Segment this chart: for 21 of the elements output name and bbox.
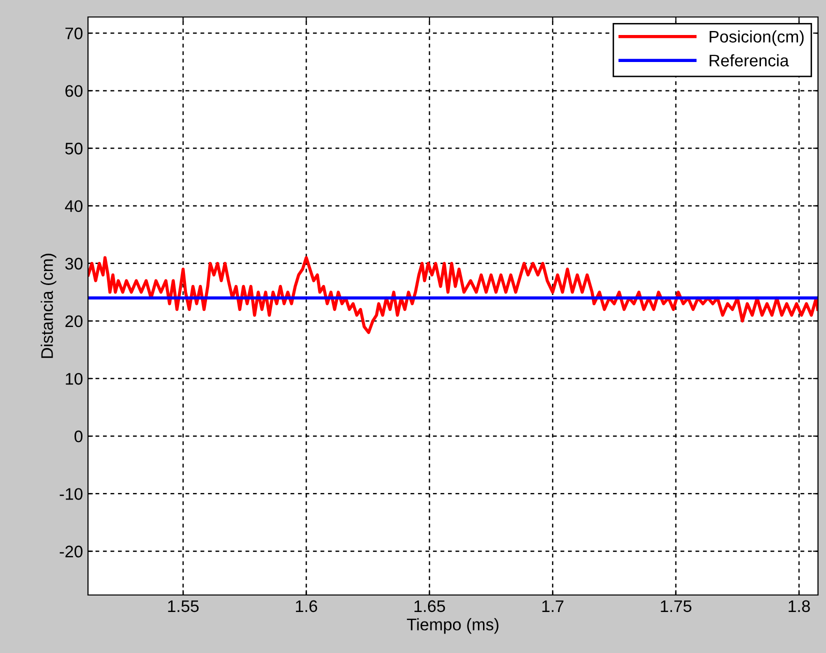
x-tick-label: 1.55 <box>168 600 199 612</box>
y-tick-label: -20 <box>60 546 82 558</box>
y-tick-label: 20 <box>65 315 82 328</box>
y-tick-label: 60 <box>65 85 82 97</box>
x-tick-label: 1.8 <box>788 600 810 612</box>
y-tick-label: 50 <box>65 142 82 154</box>
line-series <box>88 256 818 334</box>
y-tick-label: 0 <box>74 430 82 442</box>
x-tick-label: 1.75 <box>660 600 692 612</box>
y-tick-label: 70 <box>65 28 82 40</box>
y-tick-label: -10 <box>60 488 82 500</box>
y-axis-title: Distancia (cm) <box>40 254 56 358</box>
y-tick-label: 10 <box>66 372 82 385</box>
x-tick-label: 1.65 <box>414 600 445 612</box>
y-tick-label: 40 <box>64 200 82 212</box>
x-tick-label: 1.7 <box>542 600 564 612</box>
x-axis-title: Tiempo (ms) <box>406 618 498 634</box>
x-tick-label: 1.6 <box>296 600 318 612</box>
legend-label: Posicion(cm) <box>710 30 804 46</box>
legend-label: Referencia <box>710 54 789 66</box>
y-tick-label: 30 <box>65 258 82 270</box>
